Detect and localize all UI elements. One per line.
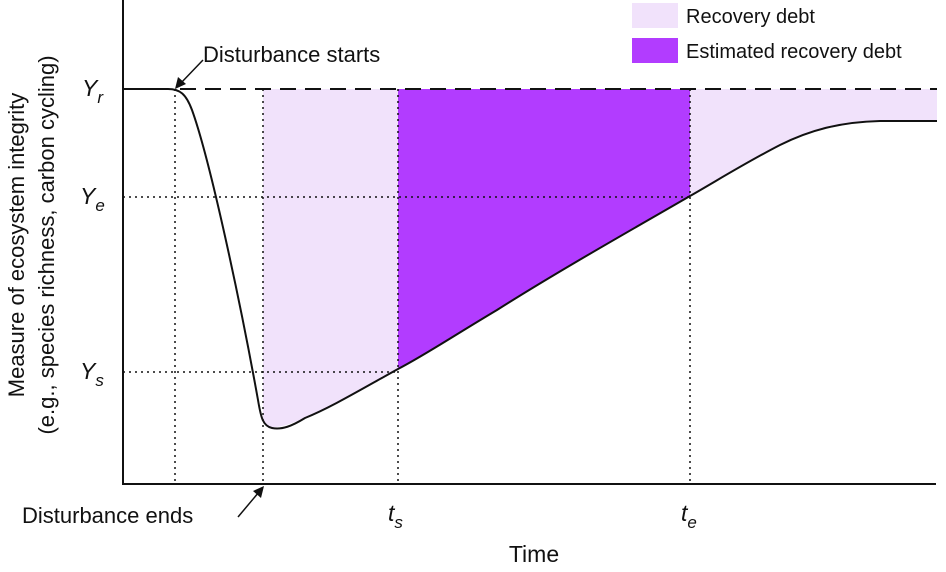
x-axis-title: Time [509,541,559,567]
legend-label-recovery-debt: Recovery debt [686,6,815,28]
y-axis-title-line1: Measure of ecosystem integrity [4,93,29,397]
disturbance-ends-label: Disturbance ends [22,503,193,528]
guide-lines [123,89,691,484]
disturbance-ends-arrowhead [253,486,264,498]
y-tick-yr: Yr [82,75,104,107]
legend-label-estimated-recovery-debt: Estimated recovery debt [686,41,902,63]
legend: Recovery debt Estimated recovery debt [632,3,902,63]
legend-swatch-recovery-debt [632,3,678,28]
x-tick-ts: ts [388,500,403,532]
disturbance-ends-arrow-shaft [237,491,260,518]
disturbance-starts-label: Disturbance starts [203,42,380,67]
disturbance-starts-arrowhead [175,77,186,89]
y-axis-title-line2: (e.g., species richness, carbon cycling) [34,55,59,434]
estimated-recovery-debt-area [398,89,690,369]
disturbance-starts-arrow-shaft [179,59,204,85]
ecosystem-integrity-curve [123,88,937,430]
legend-swatch-estimated-recovery-debt [632,38,678,63]
y-tick-ye: Ye [80,183,105,215]
x-tick-te: te [681,500,697,532]
y-tick-ys: Ys [80,358,104,390]
